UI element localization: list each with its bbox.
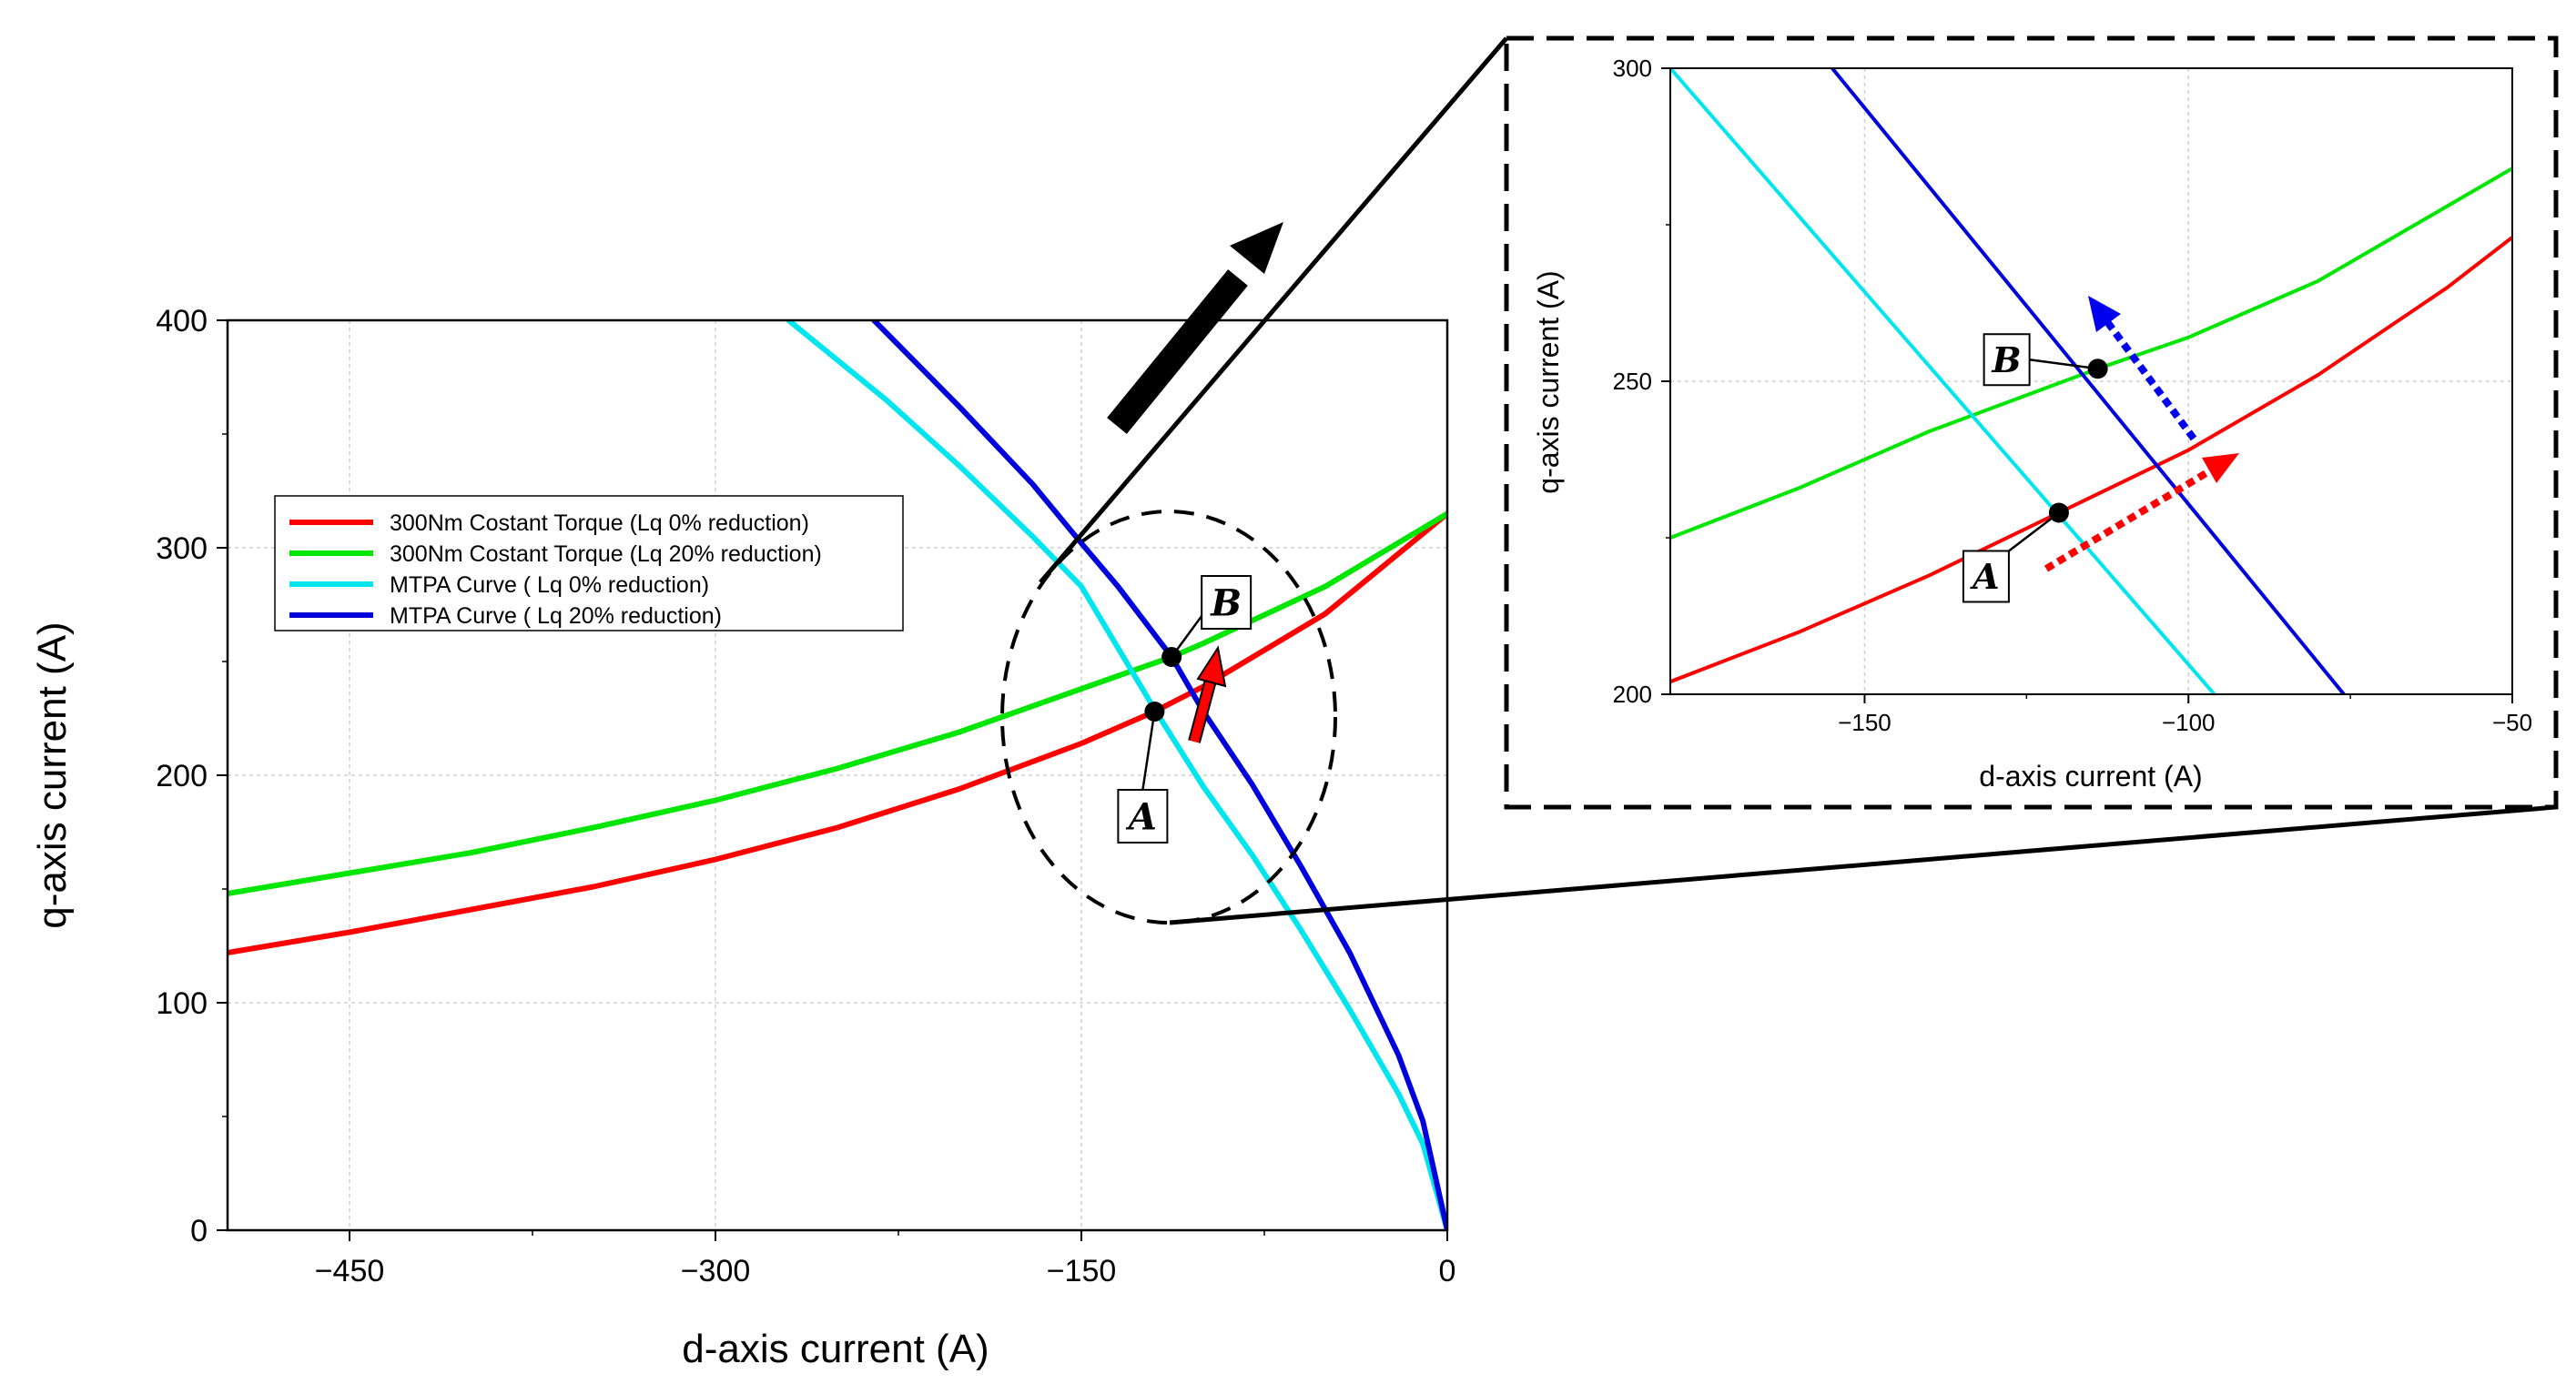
inset-series (1670, 68, 2512, 694)
point-marker-B (2087, 359, 2108, 379)
y-tick-label: 200 (1613, 681, 1652, 708)
connector-line-bottom (1169, 804, 2557, 925)
main-x-axis-title: d-axis current (A) (682, 1327, 989, 1371)
main-y-axis-title: q-axis current (A) (30, 621, 75, 928)
main-tick-labels: −450 −300 −150 0 0 100 200 300 400 (156, 304, 1455, 1288)
legend-label-3: MTPA Curve ( Lq 20% reduction) (390, 603, 722, 629)
connector-line-top (1039, 36, 1508, 584)
point-leader-line (1141, 711, 1156, 791)
y-tick-label: 300 (156, 531, 208, 566)
point-label-B: B (1992, 339, 2022, 380)
x-tick-label: −300 (681, 1254, 751, 1288)
inset-y-axis-title: q-axis current (A) (1532, 270, 1565, 493)
series-line-1 (228, 510, 1447, 896)
x-tick-label: −450 (315, 1254, 385, 1288)
point-label-A: A (1125, 795, 1157, 838)
point-label-B: B (1210, 581, 1242, 624)
series-line-2 (1670, 68, 2216, 694)
point-label-box (1117, 789, 1169, 844)
point-leader-line (2029, 359, 2098, 370)
point-marker-A (2048, 502, 2069, 523)
point-label-box (1962, 550, 2010, 603)
y-tick-label: 400 (156, 304, 208, 338)
series-line-1 (1670, 167, 2512, 540)
inset-dashed-frame (1504, 35, 2559, 810)
inset-grid (1670, 68, 2512, 694)
inset-red-dotted-arrow-icon (2044, 453, 2239, 572)
legend: 300Nm Costant Torque (Lq 0% reduction) 30… (274, 495, 904, 631)
point-marker-B (1161, 647, 1182, 667)
point-label-A: A (1970, 556, 1999, 597)
inset-tick-labels: −150 −100 −50 200 250 300 (1613, 55, 2532, 736)
point-label-box (1983, 333, 2031, 387)
legend-label-0: 300Nm Costant Torque (Lq 0% reduction) (390, 510, 809, 536)
y-tick-label: 0 (190, 1214, 208, 1248)
inset-annotations: AB (1962, 333, 2108, 603)
main-chart: −450 −300 −150 0 0 100 200 300 400 d-axis curren… (30, 304, 1455, 1371)
point-marker-A (1144, 702, 1165, 722)
zoom-direction-arrow-icon (1107, 222, 1283, 434)
main-annotations: AB (1117, 575, 1253, 844)
x-tick-label: 0 (1439, 1254, 1456, 1288)
inset-blue-dotted-arrow-icon (2088, 296, 2197, 441)
main-shift-arrow-icon (1188, 645, 1227, 743)
x-tick-label: −50 (2492, 709, 2532, 736)
inset-ticks (1661, 67, 2513, 703)
main-grid (228, 320, 1447, 1230)
x-tick-label: −100 (2162, 709, 2216, 736)
x-tick-label: −150 (1838, 709, 1891, 736)
y-tick-label: 200 (156, 759, 208, 793)
point-leader-line (2008, 511, 2060, 552)
series-line-2 (786, 320, 1447, 1230)
y-tick-label: 100 (156, 986, 208, 1021)
legend-box (274, 495, 904, 631)
point-label-box (1201, 575, 1253, 630)
series-line-0 (1670, 235, 2512, 684)
zoom-region-ellipse (1000, 510, 1337, 924)
legend-label-2: MTPA Curve ( Lq 0% reduction) (390, 572, 709, 598)
y-tick-label: 300 (1613, 55, 1652, 82)
x-tick-label: −150 (1047, 1254, 1117, 1288)
y-tick-label: 250 (1613, 368, 1652, 395)
main-ticks (217, 319, 1448, 1241)
inset-x-axis-title: d-axis current (A) (1979, 760, 2202, 793)
legend-label-1: 300Nm Costant Torque (Lq 20% reduction) (390, 541, 822, 567)
series-line-3 (1830, 68, 2346, 694)
